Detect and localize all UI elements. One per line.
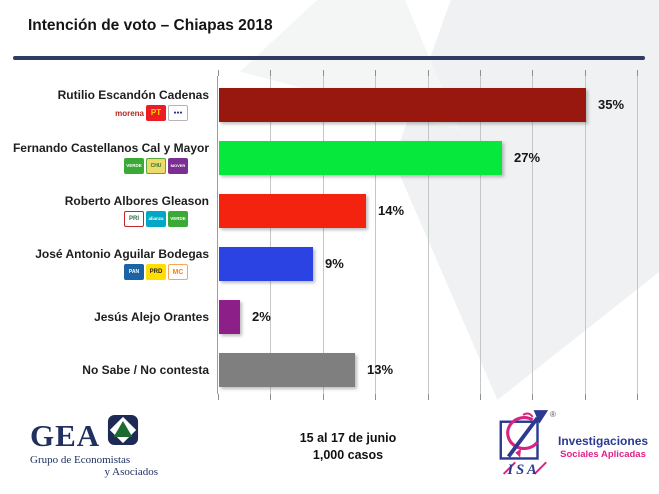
gea-acronym: GEA bbox=[30, 418, 101, 453]
axis-tick bbox=[375, 394, 376, 400]
axis-tick bbox=[270, 394, 271, 400]
gridline bbox=[532, 76, 533, 394]
nueva-alianza-logo: alianza bbox=[146, 211, 166, 227]
isa-compass-icon: ISA ® bbox=[494, 406, 556, 485]
axis-tick bbox=[218, 394, 219, 400]
isa-logo: ISA ® Investigaciones Sociales Aplicadas bbox=[494, 406, 656, 485]
value-label: 35% bbox=[598, 97, 625, 112]
gridline bbox=[428, 76, 429, 394]
isa-line2: Sociales Aplicadas bbox=[560, 449, 646, 460]
axis-tick bbox=[637, 70, 638, 76]
category-label: No Sabe / No contesta bbox=[82, 362, 209, 377]
category-cell: No Sabe / No contesta bbox=[0, 341, 212, 394]
gridline bbox=[323, 76, 324, 394]
pan-logo: PAN bbox=[124, 264, 144, 280]
party-logos: PAN PRD MC bbox=[124, 264, 188, 281]
category-label: José Antonio Aguilar Bodegas bbox=[35, 246, 209, 261]
category-label: Jesús Alejo Orantes bbox=[94, 309, 209, 324]
y-axis-line bbox=[217, 76, 218, 394]
bar-4 bbox=[219, 300, 240, 334]
pri-logo: PRI bbox=[124, 211, 144, 227]
page-title: Intención de voto – Chiapas 2018 bbox=[28, 17, 273, 34]
value-label: 14% bbox=[378, 203, 405, 218]
gridline bbox=[585, 76, 586, 394]
category-cell: Rutilio Escandón Cadenas morena PT ●●● bbox=[0, 76, 212, 129]
gea-line1: Grupo de Economistas bbox=[30, 454, 131, 466]
svg-text:ISA: ISA bbox=[507, 462, 540, 478]
category-labels: Rutilio Escandón Cadenas morena PT ●●● Ferna… bbox=[0, 76, 212, 394]
plot-area: 35% 27% 14% 9% 2% 13% bbox=[217, 70, 648, 400]
party-logos: PRI alianza VERDE bbox=[124, 211, 188, 228]
gea-mountain-icon bbox=[107, 414, 139, 451]
pvem-logo: VERDE bbox=[124, 158, 144, 174]
axis-tick bbox=[585, 394, 586, 400]
encuentro-social-logo: ●●● bbox=[168, 105, 188, 121]
gea-line2: y Asociados bbox=[104, 466, 158, 478]
gridline bbox=[480, 76, 481, 394]
fieldwork-cases: 1,000 casos bbox=[312, 448, 384, 462]
value-label: 13% bbox=[367, 362, 394, 377]
fieldwork-dates: 15 al 17 de junio bbox=[299, 431, 397, 445]
axis-tick bbox=[585, 70, 586, 76]
axis-tick bbox=[480, 70, 481, 76]
bar-2 bbox=[219, 194, 366, 228]
category-label: Fernando Castellanos Cal y Mayor bbox=[12, 140, 209, 155]
bar-3 bbox=[219, 247, 313, 281]
axis-tick bbox=[428, 70, 429, 76]
category-label: Roberto Albores Gleason bbox=[64, 193, 209, 208]
category-cell: Fernando Castellanos Cal y Mayor VERDE CHU… bbox=[0, 129, 212, 182]
axis-tick bbox=[637, 394, 638, 400]
gridline bbox=[270, 76, 271, 394]
gridline bbox=[375, 76, 376, 394]
prd-logo: PRD bbox=[146, 264, 166, 280]
pvem-logo: VERDE bbox=[168, 211, 188, 227]
title-divider bbox=[13, 56, 645, 60]
bar-0 bbox=[219, 88, 586, 122]
axis-tick bbox=[323, 70, 324, 76]
registered-mark: ® bbox=[550, 410, 556, 419]
axis-tick bbox=[218, 70, 219, 76]
pt-logo: PT bbox=[146, 105, 166, 121]
axis-tick bbox=[375, 70, 376, 76]
value-label: 9% bbox=[325, 256, 344, 271]
axis-tick bbox=[480, 394, 481, 400]
category-cell: Roberto Albores Gleason PRI alianza VERDE bbox=[0, 182, 212, 235]
category-cell: José Antonio Aguilar Bodegas PAN PRD MC bbox=[0, 235, 212, 288]
axis-tick bbox=[323, 394, 324, 400]
gea-logo: GEA Grupo de Economistas y Asociados bbox=[30, 414, 190, 478]
party-logos: morena PT ●●● bbox=[115, 105, 188, 122]
morena-logo: morena bbox=[115, 108, 144, 118]
value-label: 27% bbox=[514, 150, 541, 165]
axis-tick bbox=[532, 394, 533, 400]
axis-tick bbox=[532, 70, 533, 76]
category-cell: Jesús Alejo Orantes bbox=[0, 288, 212, 341]
isa-line1: Investigaciones bbox=[558, 434, 649, 448]
value-label: 2% bbox=[252, 309, 271, 324]
axis-tick bbox=[428, 394, 429, 400]
mc-logo: MC bbox=[168, 264, 188, 280]
gridline bbox=[637, 76, 638, 394]
party-logos: VERDE CHU MOVER bbox=[124, 158, 188, 175]
category-label: Rutilio Escandón Cadenas bbox=[57, 87, 209, 102]
bar-1 bbox=[219, 141, 502, 175]
fieldwork-note: 15 al 17 de junio 1,000 casos bbox=[258, 430, 438, 464]
mover-a-chiapas-logo: MOVER bbox=[168, 158, 188, 174]
chiapas-unido-logo: CHU bbox=[146, 158, 166, 174]
axis-tick bbox=[270, 70, 271, 76]
bar-5 bbox=[219, 353, 355, 387]
